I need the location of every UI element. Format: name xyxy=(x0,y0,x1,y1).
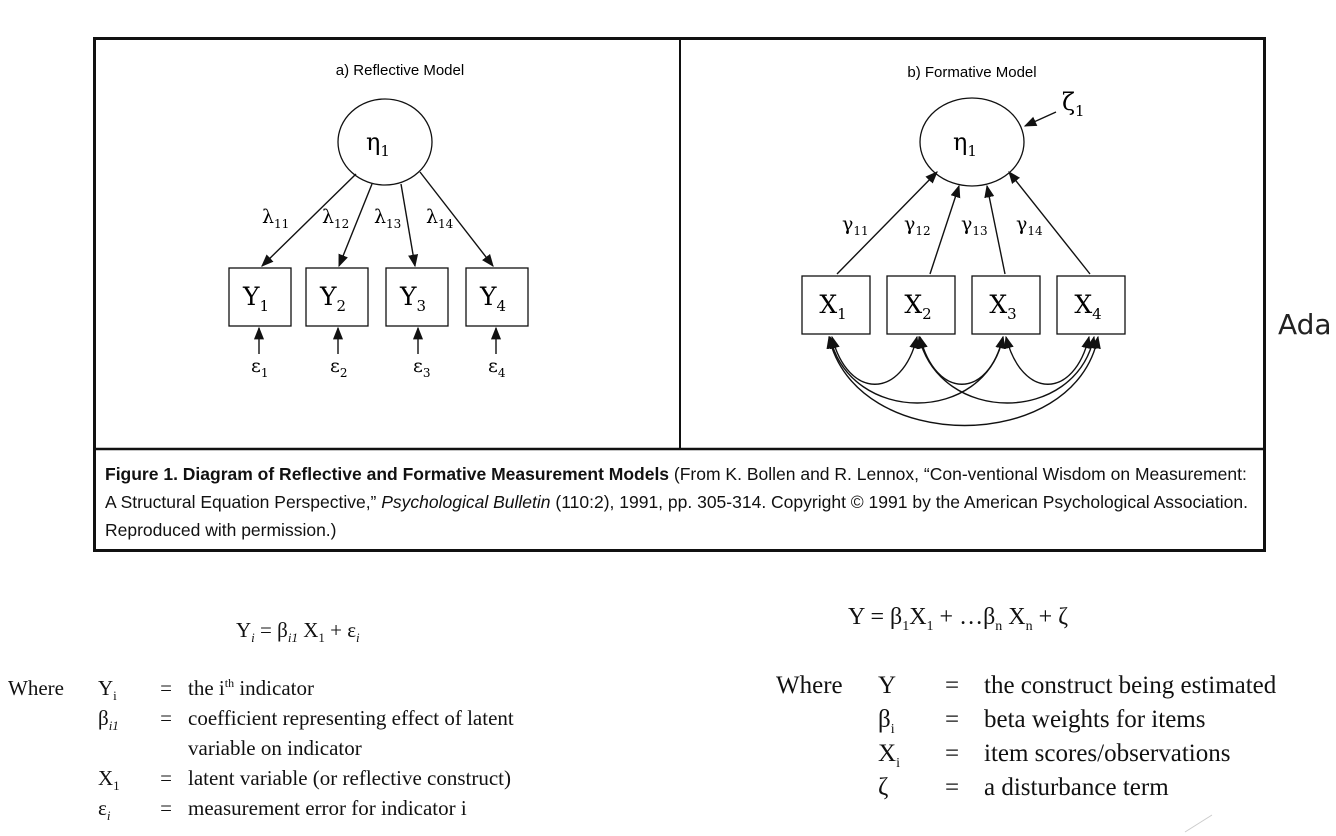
decorative-stroke xyxy=(1184,814,1213,833)
right-where-label: Where xyxy=(776,672,843,699)
loading-label-2: λ12 xyxy=(322,206,349,231)
formative-latent-label: η1 xyxy=(953,128,977,160)
indicator-box-x3 xyxy=(971,275,1041,335)
weight-label-4: γ14 xyxy=(1016,213,1043,238)
indicator-label-x2: X2 xyxy=(904,290,931,323)
indicator-label-x3: X3 xyxy=(989,290,1016,323)
covariance-curve-x2-x4 xyxy=(916,335,1097,404)
weight-label-2: γ12 xyxy=(904,213,931,238)
loading-label-1: λ11 xyxy=(262,206,289,231)
indicator-box-y2 xyxy=(305,267,369,327)
reflective-latent-node xyxy=(337,98,433,186)
indicator-box-y3 xyxy=(385,267,449,327)
error-label-4: ε4 xyxy=(488,355,506,380)
side-text: Ada xyxy=(1278,308,1332,341)
covariance-curve-x1-x3 xyxy=(827,335,1006,404)
left-def-row-4: X1 = latent variable (or reflective constr… xyxy=(98,766,511,794)
indicator-box-x1 xyxy=(801,275,871,335)
disturbance-arrow xyxy=(1023,111,1057,127)
loading-arrow-2 xyxy=(338,183,373,268)
left-def-row-2: βi1 = coefficient representing effect of l… xyxy=(98,706,514,734)
left-def-row-1: Yi = the ith indicator xyxy=(98,676,314,704)
left-equation: Yi = βi1 X1 + εi xyxy=(236,618,360,646)
panel-a-title: a) Reflective Model xyxy=(336,62,464,79)
weight-arrow-3 xyxy=(984,184,1006,275)
covariance-curve-x1-x2 xyxy=(829,335,920,385)
loading-label-4: λ14 xyxy=(426,206,454,231)
right-def-row-4: ζ = a disturbance term xyxy=(878,774,1169,801)
indicator-box-y1 xyxy=(228,267,292,327)
right-equation: Y = β1X1 + …βn Xn + ζ xyxy=(848,604,1069,634)
panel-b-title: b) Formative Model xyxy=(907,64,1036,81)
right-def-row-2: βi = beta weights for items xyxy=(878,706,1206,737)
indicator-label-y3: Y3 xyxy=(399,282,426,315)
error-label-1: ε1 xyxy=(251,355,268,380)
left-def-row-5: εi = measurement error for indicator i xyxy=(98,796,467,824)
caption-text-1: (From K. Bollen and R. Lennox, “Con-vent… xyxy=(105,464,1247,512)
covariance-curve-x2-x3 xyxy=(917,335,1006,385)
indicator-label-y2: Y2 xyxy=(319,282,346,315)
weight-arrow-1 xyxy=(836,171,938,275)
indicator-label-x4: X4 xyxy=(1074,290,1101,323)
indicator-label-x1: X1 xyxy=(819,290,846,323)
disturbance-label: ζ1 xyxy=(1062,88,1085,120)
right-def-row-3: Xi = item scores/observations xyxy=(878,740,1231,771)
error-label-3: ε3 xyxy=(413,355,430,380)
indicator-label-y4: Y4 xyxy=(479,282,506,315)
loading-label-3: λ13 xyxy=(374,206,401,231)
figure-caption: Figure 1. Diagram of Reflective and Form… xyxy=(105,460,1255,544)
left-def-row-3: variable on indicator xyxy=(188,736,362,760)
error-label-2: ε2 xyxy=(330,355,347,380)
covariance-curve-x1-x4 xyxy=(826,335,1101,427)
loading-arrow-4 xyxy=(419,171,494,267)
indicator-box-x2 xyxy=(886,275,956,335)
reflective-latent-label: η1 xyxy=(366,128,390,160)
weight-arrow-4 xyxy=(1008,171,1091,275)
right-def-row-1: Y = the construct being estimated xyxy=(878,672,1277,699)
caption-text-2: (110:2), 1991, pp. 305-314. Copyright © … xyxy=(105,492,1248,540)
left-where-label: Where xyxy=(8,676,64,700)
weight-arrow-2 xyxy=(929,184,961,275)
caption-journal: Psychological Bulletin xyxy=(381,492,551,512)
caption-title: Figure 1. Diagram of Reflective and Form… xyxy=(105,464,670,484)
indicator-box-y4 xyxy=(465,267,529,327)
formative-latent-node xyxy=(919,97,1025,187)
weight-label-3: γ13 xyxy=(961,213,988,238)
covariance-curve-x3-x4 xyxy=(1003,335,1092,385)
loading-arrow-1 xyxy=(261,173,357,267)
indicator-label-y1: Y1 xyxy=(242,282,269,315)
indicator-box-x4 xyxy=(1056,275,1126,335)
loading-arrow-3 xyxy=(400,183,419,268)
weight-label-1: γ11 xyxy=(842,213,869,238)
